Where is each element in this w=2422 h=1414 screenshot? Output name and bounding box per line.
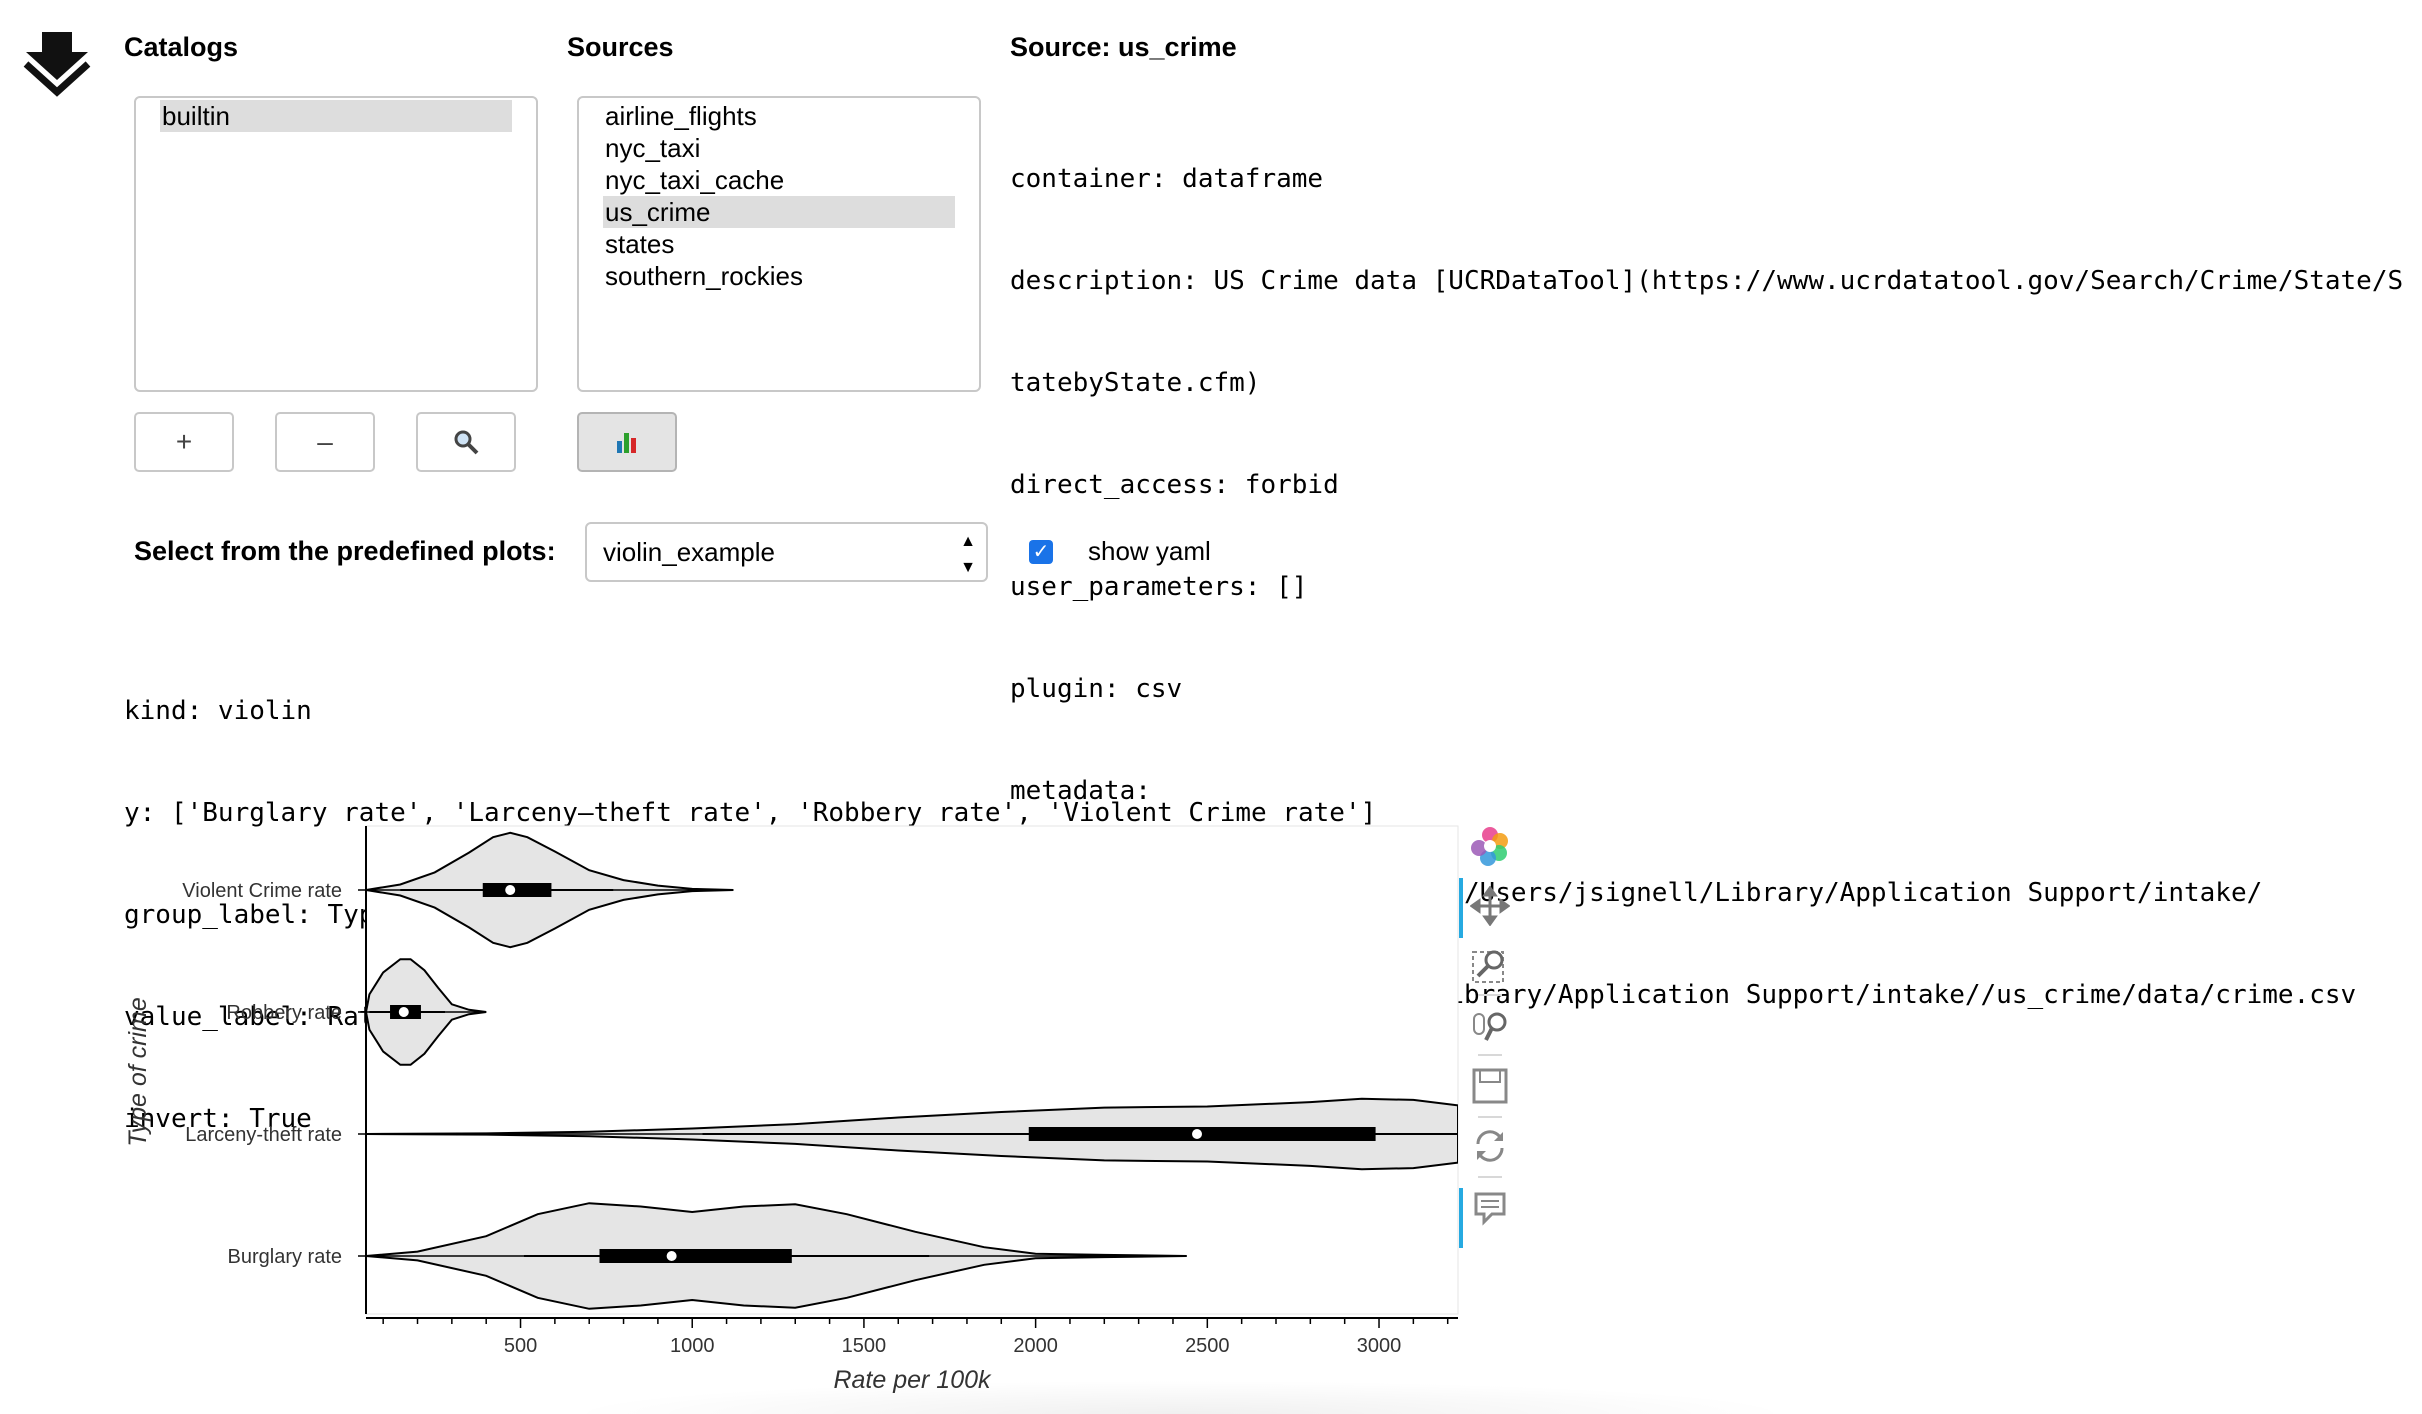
x-tick-label: 1500: [842, 1335, 887, 1357]
select-arrows-icon: ▲ ▼: [960, 533, 976, 576]
add-catalog-button[interactable]: +: [134, 412, 234, 472]
toolbar-separator: [1478, 1116, 1502, 1118]
show-yaml-checkbox[interactable]: ✓: [1029, 540, 1053, 564]
search-icon: [454, 430, 479, 455]
source-info-line: metadata:: [1010, 776, 1151, 806]
reset-icon[interactable]: [1470, 1126, 1510, 1166]
source-info-line: direct_access: forbid: [1010, 470, 1339, 500]
sources-list[interactable]: airline_flights nyc_taxi nyc_taxi_cache …: [577, 96, 981, 392]
sources-heading: Sources: [567, 32, 674, 62]
bokeh-logo-icon[interactable]: [1470, 826, 1510, 866]
toolbar-active-indicator: [1459, 1188, 1463, 1248]
x-axis-label: Rate per 100k: [833, 1366, 992, 1394]
remove-label: –: [317, 426, 333, 457]
y-tick-label: Larceny-theft rate: [185, 1124, 342, 1146]
source-info-line: container: dataframe: [1010, 164, 1324, 194]
source-item[interactable]: southern_rockies: [605, 261, 803, 291]
x-tick-label: 2000: [1013, 1335, 1058, 1357]
yaml-line: y: ['Burglary rate', 'Larceny–theft rate…: [124, 798, 1377, 828]
remove-catalog-button[interactable]: –: [275, 412, 375, 472]
y-tick-label: Burglary rate: [228, 1246, 343, 1268]
source-item[interactable]: airline_flights: [605, 101, 757, 131]
violin-median: [505, 885, 516, 895]
y-tick-label: Violent Crime rate: [182, 880, 342, 902]
save-icon[interactable]: [1470, 1066, 1510, 1106]
source-info-line: tatebyState.cfm): [1010, 368, 1261, 398]
source-item[interactable]: states: [605, 229, 675, 259]
violin-box: [1028, 1127, 1376, 1141]
violin-median: [666, 1251, 677, 1261]
source-item[interactable]: nyc_taxi_cache: [605, 165, 785, 195]
bar-chart-icon: [617, 433, 636, 453]
plot-button[interactable]: [577, 412, 677, 472]
toolbar-active-indicator: [1459, 878, 1463, 938]
source-info-heading: Source: us_crime: [1010, 32, 1237, 62]
violin-chart[interactable]: Violent Crime rate Robbery rate Larceny-th…: [0, 820, 1460, 1414]
source-info-line: plugin: csv: [1010, 674, 1183, 704]
x-tick-label: 500: [504, 1335, 537, 1357]
source-item[interactable]: nyc_taxi: [605, 133, 701, 163]
plot-select-label: Select from the predefined plots:: [134, 536, 556, 566]
violin-box: [482, 883, 552, 897]
source-info-line: user_parameters: []: [1010, 572, 1308, 602]
hover-icon[interactable]: [1470, 1188, 1510, 1228]
yaml-line: invert: True: [124, 1104, 312, 1134]
x-tick-label: 3000: [1357, 1335, 1402, 1357]
catalogs-list[interactable]: builtin: [134, 96, 538, 392]
catalogs-heading: Catalogs: [124, 32, 239, 62]
add-label: +: [175, 426, 193, 457]
show-yaml-label[interactable]: show yaml: [1088, 536, 1211, 566]
violin-box: [599, 1249, 792, 1263]
wheel-zoom-icon[interactable]: [1470, 1006, 1510, 1046]
catalog-item-builtin[interactable]: builtin: [160, 100, 512, 132]
pan-icon[interactable]: [1470, 886, 1510, 926]
download-icon[interactable]: [20, 30, 94, 98]
violins-group: [366, 831, 1458, 1310]
source-item[interactable]: us_crime: [603, 196, 955, 228]
x-tick-label: 2500: [1185, 1335, 1230, 1357]
source-info-line: description: US Crime data [UCRDataTool]…: [1010, 266, 2404, 296]
violin-median: [398, 1007, 409, 1017]
search-button[interactable]: [416, 412, 516, 472]
x-tick-label: 1000: [670, 1335, 715, 1357]
y-axis-label: Type of crime: [124, 997, 152, 1147]
plot-select-value: violin_example: [603, 537, 775, 567]
yaml-line: kind: violin: [124, 696, 312, 726]
box-zoom-icon[interactable]: [1470, 946, 1510, 986]
bottom-shadow: [560, 1380, 1800, 1414]
plot-select[interactable]: violin_example ▲ ▼: [585, 522, 988, 582]
y-tick-label: Robbery rate: [226, 1002, 342, 1024]
toolbar-separator: [1478, 1176, 1502, 1178]
toolbar-separator: [1478, 994, 1502, 996]
violin-median: [1192, 1129, 1203, 1139]
toolbar-separator: [1478, 1054, 1502, 1056]
